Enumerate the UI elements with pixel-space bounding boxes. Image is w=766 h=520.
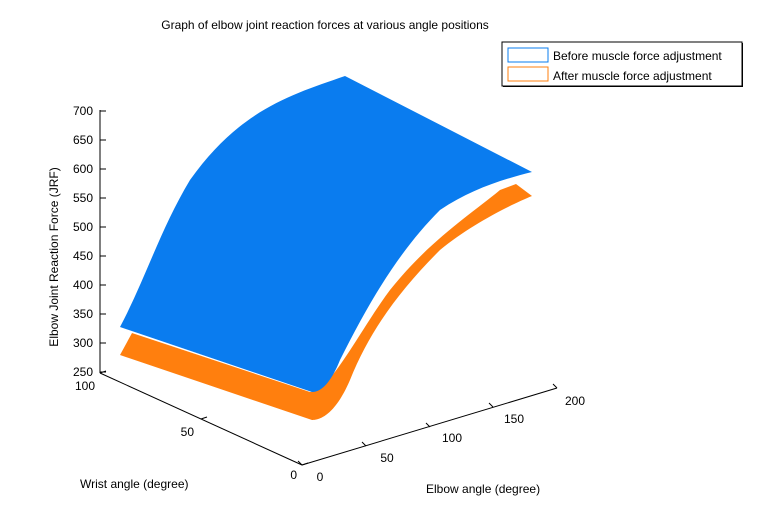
z-tick-label-450: 450 <box>73 249 93 263</box>
x-tick-label-100: 100 <box>442 431 462 445</box>
y-tick-mark-100 <box>99 370 107 374</box>
x-tick-mark-100 <box>425 422 431 428</box>
x-axis-label: Elbow angle (degree) <box>426 482 540 496</box>
y-tick-label-100: 100 <box>75 379 95 393</box>
legend: Before muscle force adjustment After mus… <box>501 41 743 87</box>
legend-label-before: Before muscle force adjustment <box>553 49 722 63</box>
x-ticks: 0 50 100 150 200 <box>297 383 585 484</box>
x-tick-mark-150 <box>488 402 494 408</box>
x-tick-label-150: 150 <box>504 412 524 426</box>
x-tick-label-200: 200 <box>565 394 585 408</box>
z-tick-label-700: 700 <box>73 104 93 118</box>
y-axis-label: Wrist angle (degree) <box>80 477 189 491</box>
y-tick-mark-50 <box>200 416 208 420</box>
surface-before-adjustment <box>120 76 532 392</box>
z-tick-label-400: 400 <box>73 278 93 292</box>
z-ticks: 700 650 600 550 500 450 400 350 300 250 <box>73 104 106 379</box>
legend-swatch-before <box>507 47 549 63</box>
z-tick-label-300: 300 <box>73 336 93 350</box>
x-tick-label-0: 0 <box>317 470 324 484</box>
legend-label-after: After muscle force adjustment <box>553 69 712 83</box>
y-ticks: 100 50 0 <box>75 370 309 482</box>
y-tick-label-50: 50 <box>181 425 195 439</box>
z-tick-label-350: 350 <box>73 307 93 321</box>
x-tick-mark-50 <box>361 441 367 447</box>
legend-swatch-after <box>507 66 549 82</box>
surface-after-adjustment <box>120 184 532 420</box>
z-tick-label-550: 550 <box>73 191 93 205</box>
z-tick-label-500: 500 <box>73 220 93 234</box>
z-tick-label-600: 600 <box>73 162 93 176</box>
z-tick-label-250: 250 <box>73 365 93 379</box>
y-tick-label-0: 0 <box>290 468 297 482</box>
x-tick-label-50: 50 <box>380 451 394 465</box>
z-axis-label: Elbow Joint Reaction Force (JRF) <box>47 167 61 346</box>
z-tick-label-650: 650 <box>73 133 93 147</box>
chart-title: Graph of elbow joint reaction forces at … <box>161 18 489 32</box>
y-tick-mark-0 <box>301 462 309 466</box>
x-tick-mark-200 <box>552 383 558 389</box>
x-tick-mark-0 <box>297 460 303 466</box>
